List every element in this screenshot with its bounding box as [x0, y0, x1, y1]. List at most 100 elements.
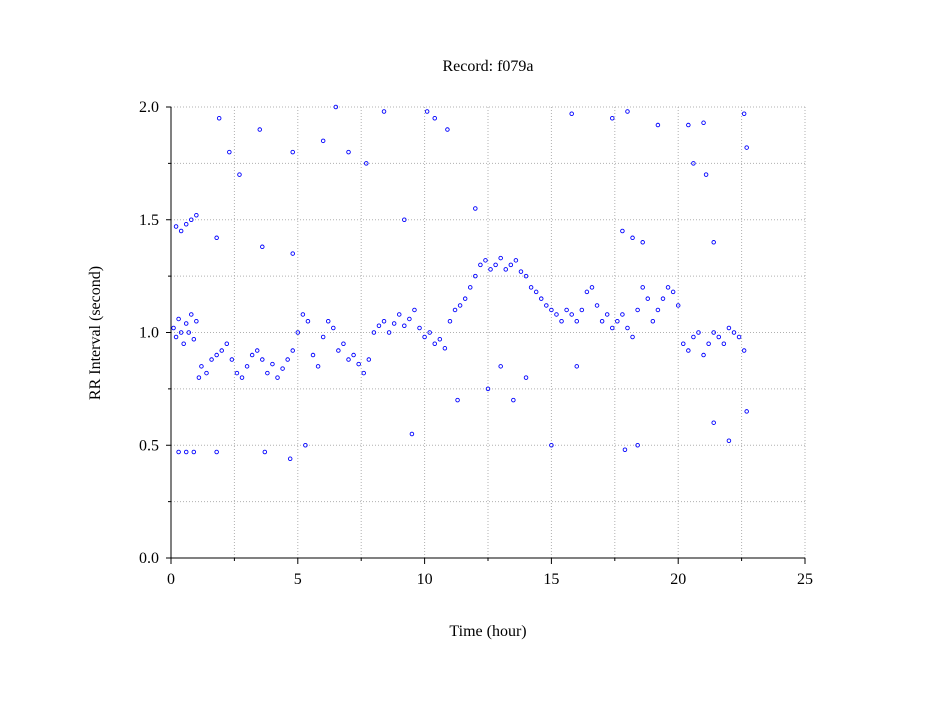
point — [726, 325, 732, 331]
point — [711, 330, 716, 335]
point — [346, 149, 351, 155]
point — [173, 334, 179, 340]
point — [655, 122, 661, 128]
point — [473, 273, 478, 279]
chart-title: Record: f079a — [442, 58, 533, 75]
point — [640, 285, 645, 290]
point — [402, 323, 407, 328]
point — [183, 321, 189, 326]
point — [432, 116, 437, 121]
point — [386, 330, 392, 335]
point — [199, 364, 204, 369]
point — [442, 346, 448, 351]
point — [409, 431, 415, 437]
point — [280, 366, 285, 371]
point — [239, 375, 245, 380]
point — [181, 341, 186, 347]
point — [227, 149, 232, 155]
point — [686, 122, 691, 128]
point — [665, 285, 671, 290]
point — [191, 337, 197, 342]
point — [569, 111, 574, 117]
point — [511, 397, 516, 403]
point — [594, 303, 600, 308]
point — [262, 449, 268, 455]
point — [320, 334, 326, 340]
point — [275, 375, 280, 380]
point — [498, 364, 503, 369]
point — [686, 348, 691, 353]
point — [270, 361, 275, 367]
point — [569, 312, 574, 317]
point — [427, 330, 432, 335]
point — [331, 325, 336, 331]
point — [196, 375, 202, 380]
point — [635, 443, 640, 448]
point — [528, 285, 534, 290]
point — [214, 352, 219, 358]
point — [341, 341, 346, 347]
point — [645, 296, 651, 301]
point — [544, 303, 549, 308]
point — [445, 127, 450, 132]
point — [194, 318, 199, 324]
point — [696, 330, 701, 335]
point — [351, 352, 356, 358]
point — [191, 449, 197, 455]
point — [437, 337, 443, 342]
x-tick-label: 15 — [543, 571, 559, 588]
point — [366, 357, 372, 362]
point — [660, 296, 666, 301]
point — [691, 161, 696, 166]
point — [650, 318, 656, 324]
point — [473, 206, 478, 211]
point — [361, 370, 366, 376]
point — [214, 235, 219, 241]
point — [467, 285, 473, 290]
point — [381, 318, 387, 324]
x-tick-label: 10 — [417, 571, 433, 588]
point — [711, 420, 716, 425]
point — [376, 323, 382, 328]
point — [303, 443, 308, 448]
point — [503, 267, 509, 272]
point — [189, 217, 194, 222]
point — [559, 318, 564, 324]
point — [630, 334, 635, 340]
point — [290, 149, 295, 155]
point — [523, 273, 529, 279]
point — [178, 228, 184, 234]
point — [726, 438, 732, 443]
point — [237, 172, 242, 177]
point — [407, 316, 412, 322]
point — [554, 312, 559, 317]
point — [518, 269, 524, 274]
point — [381, 109, 387, 114]
point — [391, 321, 397, 326]
point — [310, 352, 316, 358]
point — [417, 325, 422, 331]
point — [356, 361, 361, 367]
point — [731, 330, 737, 335]
x-axis-label: Time (hour) — [449, 623, 526, 640]
point — [625, 325, 630, 331]
point — [478, 262, 483, 268]
point — [371, 330, 377, 335]
point — [315, 364, 321, 369]
point — [189, 312, 194, 317]
point — [640, 240, 645, 245]
point — [741, 348, 747, 353]
point — [346, 357, 351, 362]
point — [564, 307, 569, 313]
point — [549, 307, 554, 313]
point — [610, 325, 615, 331]
point — [412, 307, 417, 313]
point — [176, 449, 181, 455]
y-tick-label: 0.0 — [139, 550, 159, 567]
point — [744, 409, 749, 414]
point — [493, 262, 498, 268]
point — [701, 352, 706, 358]
point — [176, 316, 181, 322]
point — [224, 341, 230, 347]
